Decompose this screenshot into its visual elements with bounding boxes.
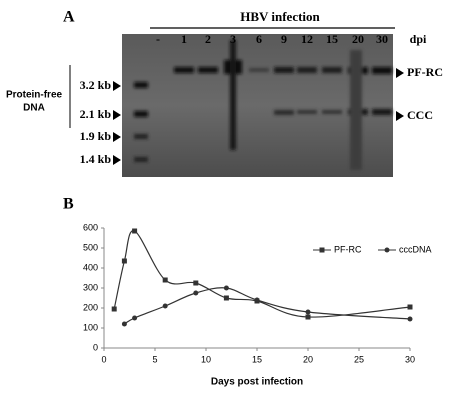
size-marker: 2.1 kb (80, 107, 112, 121)
y-tick-label: 500 (83, 242, 98, 252)
lane-label: 12 (301, 32, 313, 46)
point (132, 315, 138, 321)
band-label: PF-RC (407, 65, 443, 79)
lane-label: 9 (281, 32, 287, 46)
side-label: Protein-free (6, 90, 63, 101)
point (132, 228, 138, 234)
line (113, 230, 411, 318)
point (193, 280, 199, 286)
point (121, 321, 127, 327)
size-marker: 1.9 kb (80, 129, 112, 143)
point (407, 316, 413, 322)
point (305, 314, 311, 320)
panel-label: B (63, 196, 74, 213)
lane-label: - (156, 32, 160, 46)
lane-label: 6 (256, 32, 262, 46)
legend-label: cccDNA (399, 244, 432, 254)
x-axis-label: Days post infection (211, 377, 303, 388)
size-marker: 3.2 kb (80, 78, 112, 92)
point (223, 285, 229, 291)
y-tick-label: 0 (93, 342, 98, 352)
x-tick-label: 30 (405, 354, 415, 364)
y-tick-label: 600 (83, 222, 98, 232)
arrow (113, 110, 121, 120)
gel-header: HBV infection (240, 9, 320, 24)
point (407, 304, 413, 310)
lane-label: 30 (376, 32, 388, 46)
lane-label: 1 (181, 32, 187, 46)
point (305, 309, 311, 315)
panel-a: A HBV infection dpi Protein-free DNA 3.2… (6, 9, 443, 177)
x-tick-label: 20 (303, 354, 313, 364)
line-chart: Days post infection 0 100 200 300 400 500 600 0… (83, 222, 432, 387)
arrow (113, 155, 121, 165)
x-tick-label: 15 (252, 354, 262, 364)
arrow (113, 132, 121, 142)
lane-label: 3 (230, 32, 236, 46)
legend-marker (384, 247, 390, 253)
y-tick-label: 400 (83, 262, 98, 272)
point (121, 258, 127, 264)
point (111, 306, 117, 312)
legend-marker (319, 247, 325, 253)
lane-unit: dpi (410, 32, 427, 46)
point (254, 297, 260, 303)
arrow (396, 68, 404, 78)
point (223, 295, 229, 301)
y-tick-label: 300 (83, 282, 98, 292)
panel-label: A (63, 9, 75, 26)
x-tick-label: 25 (354, 354, 364, 364)
size-marker: 1.4 kb (80, 152, 112, 166)
lane-label: 15 (326, 32, 338, 46)
arrow (396, 111, 404, 121)
arrow (113, 81, 121, 91)
x-tick-label: 10 (201, 354, 211, 364)
gel-bands (134, 40, 392, 170)
legend-label: PF-RC (334, 244, 362, 254)
point (162, 303, 168, 309)
side-label: DNA (23, 103, 45, 114)
y-tick-label: 200 (83, 302, 98, 312)
point (162, 277, 168, 283)
lane-label: 2 (205, 32, 211, 46)
band-label: CCC (407, 108, 433, 122)
x-tick-label: 0 (101, 354, 106, 364)
point (193, 290, 199, 296)
lane-label: 20 (352, 32, 364, 46)
gel (122, 34, 393, 177)
y-tick-label: 100 (83, 322, 98, 332)
x-tick-label: 5 (152, 354, 157, 364)
